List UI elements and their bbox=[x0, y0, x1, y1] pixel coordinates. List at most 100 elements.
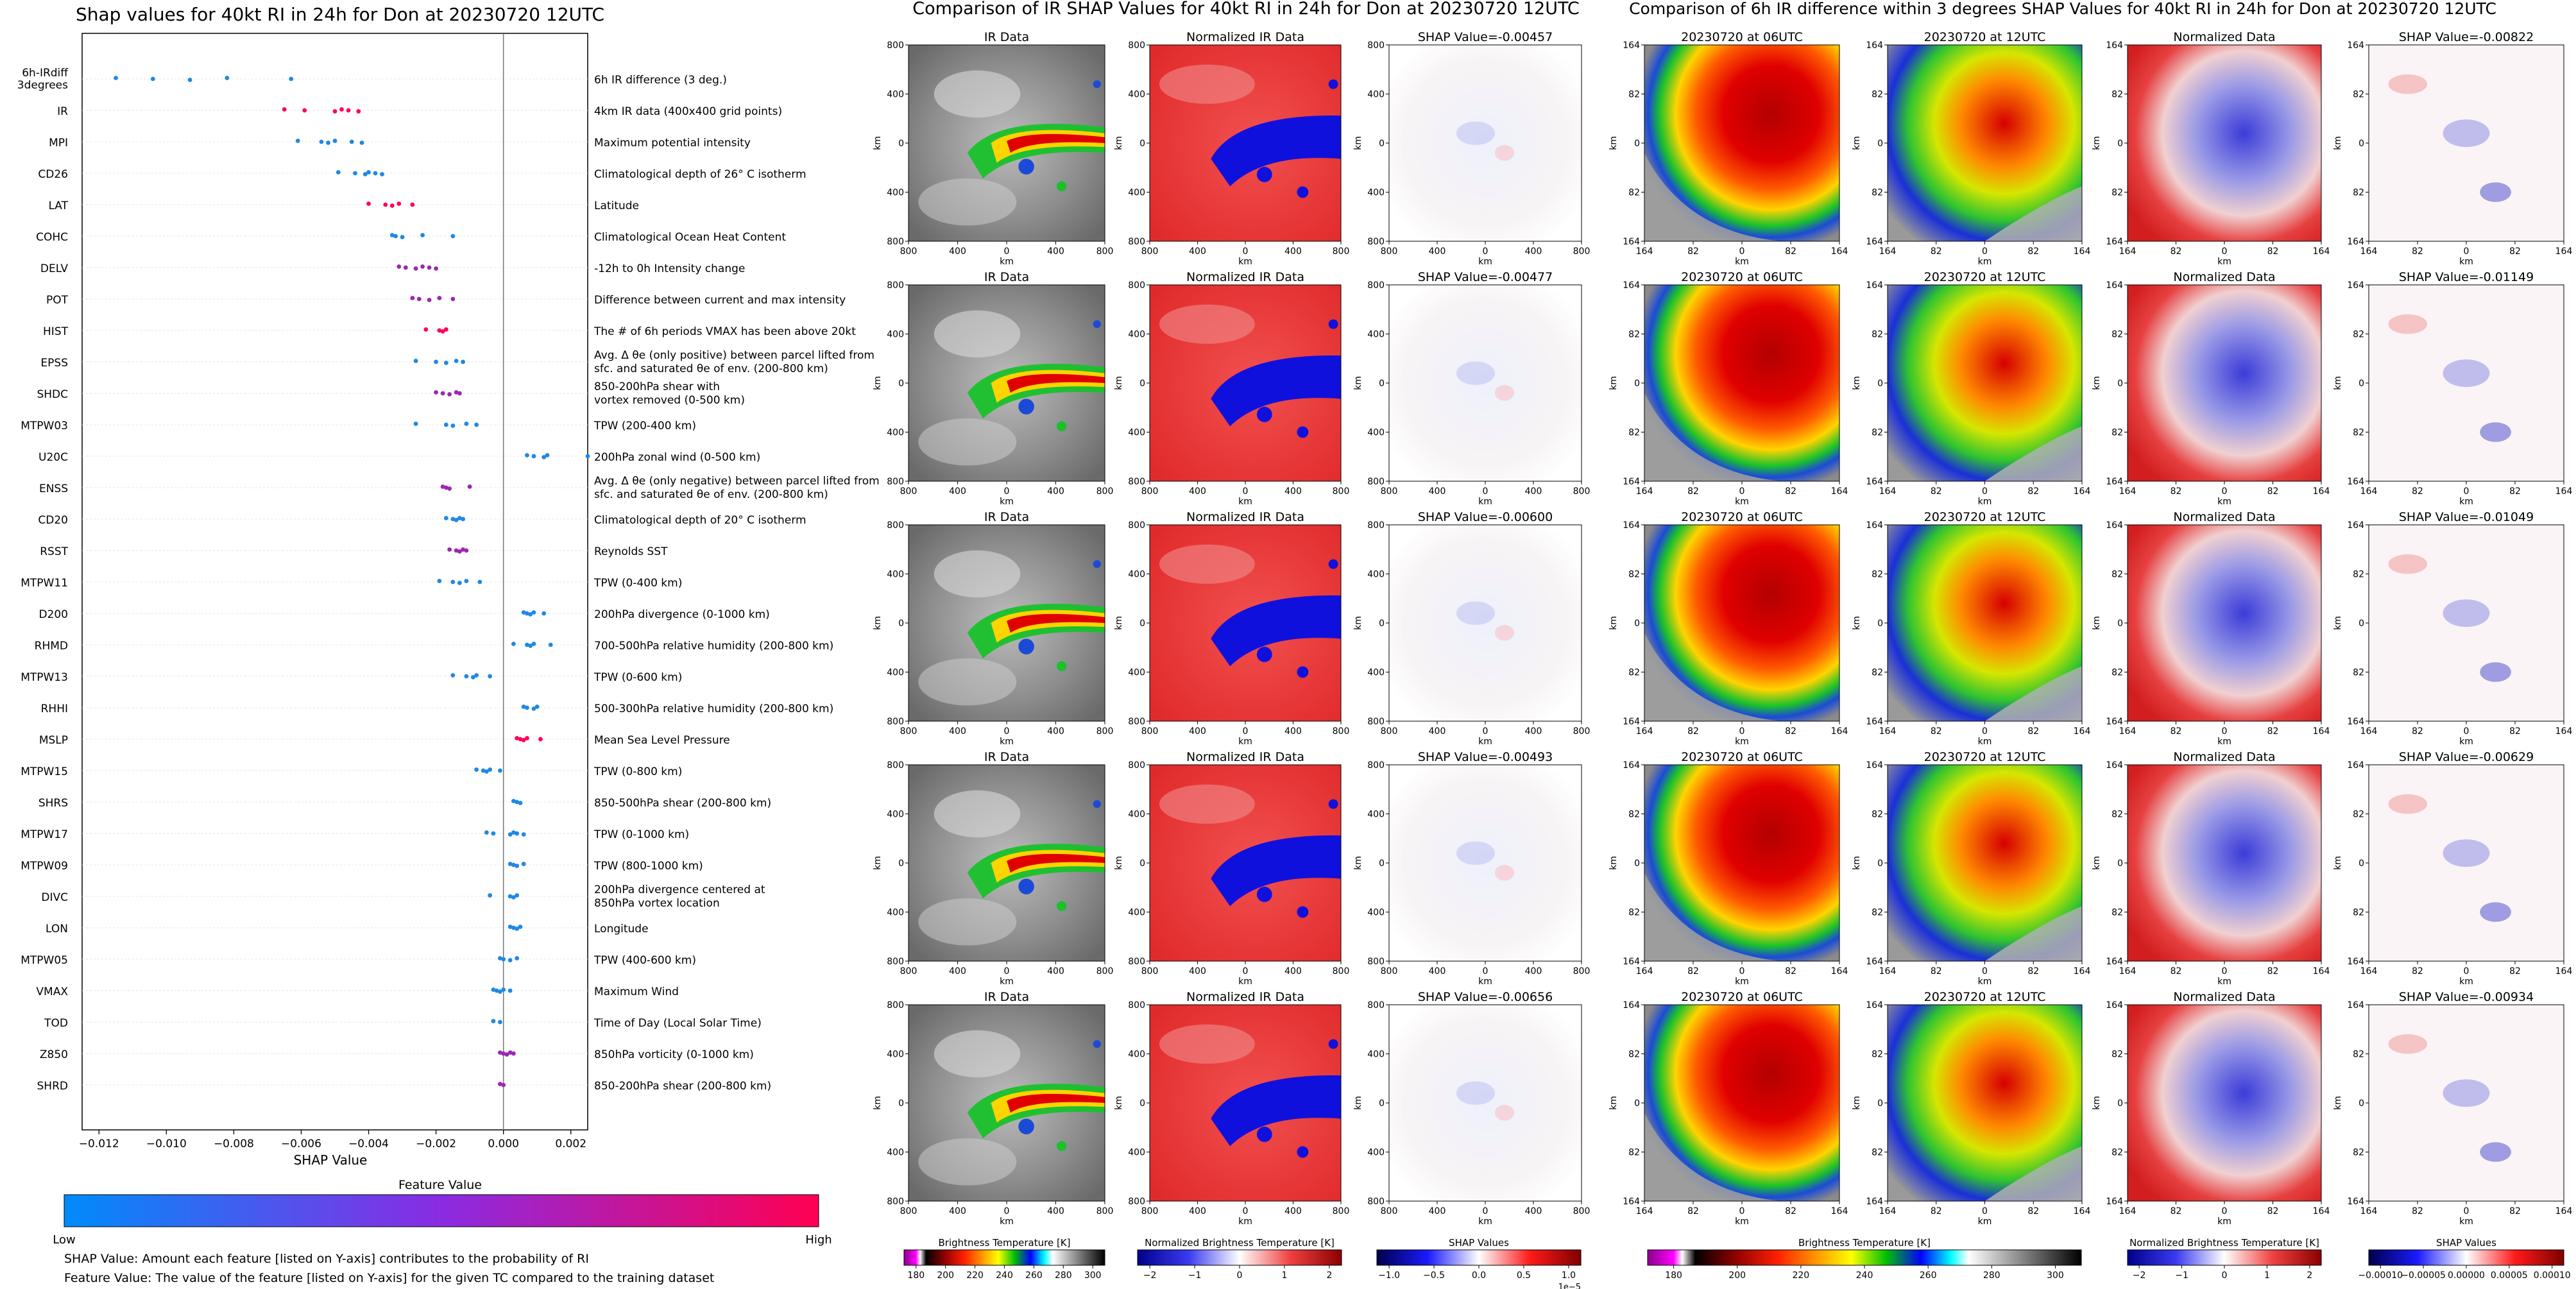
axis-tick-label: 82 bbox=[1628, 1148, 1640, 1158]
panel-title: 20230720 at 12UTC bbox=[1924, 750, 2046, 764]
x-axis-label: km bbox=[2217, 257, 2231, 267]
axis-tick-label: 0 bbox=[2464, 246, 2469, 257]
x-tick-label: −0.010 bbox=[146, 1138, 187, 1150]
axis-tick-label: 800 bbox=[887, 520, 904, 531]
axis-tick-label: 400 bbox=[887, 330, 904, 340]
x-axis-label: km bbox=[1238, 257, 1252, 267]
feature-description: Difference between current and max inten… bbox=[594, 294, 846, 307]
axis-tick-label: 0 bbox=[898, 379, 904, 389]
shap-point bbox=[461, 359, 466, 364]
shap-point bbox=[548, 642, 553, 647]
y-axis-label: km bbox=[2092, 1096, 2102, 1110]
shap-point bbox=[511, 642, 516, 646]
axis-tick-label: 164 bbox=[2106, 1197, 2123, 1207]
panel-title: Normalized IR Data bbox=[1186, 270, 1304, 284]
colorbar-tick-label: 0.00000 bbox=[2448, 1270, 2485, 1281]
axis-tick-label: 82 bbox=[2412, 966, 2423, 977]
shap-point bbox=[474, 422, 479, 427]
axis-tick-label: 82 bbox=[1872, 810, 1883, 820]
feature-label: DIVC bbox=[41, 891, 68, 904]
y-axis-label: km bbox=[873, 1096, 883, 1110]
axis-tick-label: 82 bbox=[1931, 966, 1942, 977]
axis-tick-label: 164 bbox=[1623, 40, 1640, 51]
feature-description: 500-300hPa relative humidity (200-800 km… bbox=[594, 703, 833, 715]
axis-tick-label: 82 bbox=[1628, 188, 1640, 198]
x-axis-label: km bbox=[2217, 977, 2231, 987]
shap-point bbox=[488, 767, 493, 772]
axis-tick-label: 82 bbox=[2509, 726, 2521, 737]
panel-title: SHAP Value=-0.00477 bbox=[1418, 270, 1553, 284]
axis-tick-label: 82 bbox=[2111, 908, 2123, 918]
axis-tick-label: 800 bbox=[1381, 486, 1398, 497]
x-tick-label: −0.002 bbox=[416, 1138, 456, 1150]
axis-tick-label: 0 bbox=[1379, 858, 1385, 869]
axis-tick-label: 400 bbox=[1284, 486, 1302, 497]
axis-tick-label: 164 bbox=[2347, 957, 2364, 967]
normalized-zoom-image bbox=[2128, 1005, 2321, 1201]
axis-tick-label: 800 bbox=[900, 246, 917, 257]
axis-tick-label: 800 bbox=[900, 486, 917, 497]
axis-tick-label: 800 bbox=[1141, 966, 1159, 977]
shap-point bbox=[491, 987, 496, 992]
axis-tick-label: 800 bbox=[887, 760, 904, 771]
axis-tick-label: 0 bbox=[2464, 966, 2469, 977]
axis-tick-label: 82 bbox=[2111, 810, 2123, 820]
shap-point bbox=[295, 139, 300, 143]
colorbar-tick-label: 180 bbox=[1665, 1270, 1682, 1281]
x-axis-label: km bbox=[1238, 1216, 1252, 1227]
axis-tick-label: 164 bbox=[1623, 280, 1640, 291]
shap-point bbox=[413, 422, 418, 426]
axis-tick-label: 164 bbox=[1866, 717, 1883, 727]
axis-tick-label: 800 bbox=[887, 237, 904, 247]
axis-tick-label: 400 bbox=[1189, 966, 1206, 977]
shap-point bbox=[403, 265, 408, 270]
colorbar-label: Brightness Temperature [K] bbox=[1798, 1237, 1931, 1249]
axis-tick-label: 164 bbox=[2313, 1206, 2330, 1216]
axis-tick-label: 800 bbox=[1367, 237, 1385, 247]
feature-label: D200 bbox=[38, 608, 68, 621]
y-axis-label: km bbox=[2333, 856, 2343, 870]
axis-tick-label: 400 bbox=[1047, 246, 1064, 257]
shap-point bbox=[457, 581, 462, 585]
panel-title: IR Data bbox=[984, 270, 1029, 284]
axis-tick-label: 0 bbox=[1982, 1206, 1988, 1216]
y-axis-label: km bbox=[1353, 1096, 1363, 1110]
axis-tick-label: 164 bbox=[2360, 726, 2378, 737]
colorbar-label: SHAP Values bbox=[2436, 1237, 2496, 1249]
shap-point bbox=[521, 832, 526, 837]
axis-tick-label: 82 bbox=[1931, 1206, 1942, 1216]
y-axis-label: km bbox=[1353, 616, 1363, 630]
shap-point bbox=[511, 1051, 516, 1056]
feature-description: 700-500hPa relative humidity (200-800 km… bbox=[594, 640, 833, 653]
axis-tick-label: 0 bbox=[1243, 486, 1249, 497]
feature-description: Climatological Ocean Heat Content bbox=[594, 231, 786, 244]
axis-tick-label: 0 bbox=[1379, 619, 1385, 629]
shap-summary-plot: Shap values for 40kt RI in 24h for Don a… bbox=[17, 4, 880, 1285]
colorbar-tick-label: 260 bbox=[1025, 1270, 1043, 1281]
x-axis-label: km bbox=[2217, 737, 2231, 747]
axis-tick-label: 400 bbox=[1429, 1206, 1446, 1216]
axis-tick-label: 0 bbox=[1877, 139, 1883, 149]
colorbar-label: Normalized Brightness Temperature [K] bbox=[2129, 1237, 2319, 1249]
axis-tick-label: 164 bbox=[2119, 726, 2137, 737]
feature-label: CD20 bbox=[38, 514, 68, 527]
axis-tick-label: 800 bbox=[1128, 40, 1145, 51]
shap-point bbox=[397, 264, 402, 269]
feature-label: RHMD bbox=[35, 640, 68, 653]
shap-point bbox=[542, 611, 547, 616]
axis-tick-label: 82 bbox=[1872, 330, 1883, 340]
axis-tick-label: 82 bbox=[2412, 486, 2423, 497]
axis-tick-label: 800 bbox=[900, 966, 917, 977]
axis-tick-label: 164 bbox=[2106, 1000, 2123, 1011]
axis-tick-label: 0 bbox=[2358, 858, 2364, 869]
axis-tick-label: 0 bbox=[2117, 1098, 2123, 1109]
feature-description: TPW (0-400 km) bbox=[593, 577, 682, 590]
axis-tick-label: 400 bbox=[1128, 570, 1145, 580]
feature-description: TPW (0-1000 km) bbox=[593, 828, 689, 841]
axis-tick-label: 82 bbox=[1872, 570, 1883, 580]
shap-point bbox=[461, 516, 466, 522]
axis-tick-label: 0 bbox=[2117, 858, 2123, 869]
feature-label: 6h-IRdiff 3degrees bbox=[17, 67, 69, 92]
colorbar-tick-label: 200 bbox=[937, 1270, 954, 1281]
shap-point bbox=[336, 170, 341, 175]
